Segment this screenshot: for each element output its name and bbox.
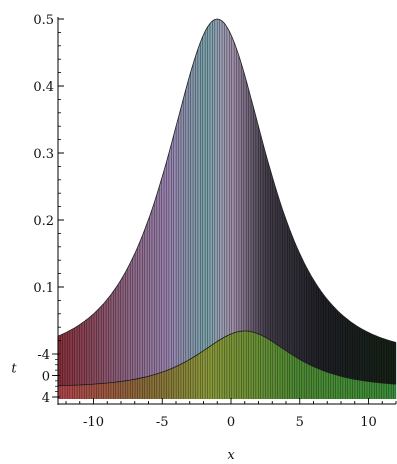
t-tick-label: -4 xyxy=(37,348,50,363)
x-axis-label: x xyxy=(227,448,235,463)
z-tick-label: 0.4 xyxy=(33,80,54,95)
t-tick-label: 0 xyxy=(42,370,50,385)
tick-labels: 0.1 0.2 0.3 0.4 0.5 -10 -5 0 5 10 x -4 0 4 t xyxy=(11,13,376,463)
z-tick-label: 0.5 xyxy=(33,13,54,28)
ridge-crest-back xyxy=(57,18,397,343)
z-tick-label: 0.3 xyxy=(33,147,54,162)
x-tick-label: 5 xyxy=(296,415,304,430)
surface-mesh xyxy=(57,18,397,399)
x-tick-label: 0 xyxy=(227,415,235,430)
x-tick-label: -10 xyxy=(83,415,104,430)
x-tick-label: 10 xyxy=(360,415,377,430)
t-tick-label: 4 xyxy=(42,391,50,406)
t-axis-label: t xyxy=(11,361,17,376)
z-tick-label: 0.2 xyxy=(33,214,54,229)
z-tick-label: 0.1 xyxy=(33,281,54,296)
x-tick-label: -5 xyxy=(156,415,169,430)
ridge-crest-front xyxy=(57,330,397,387)
axes xyxy=(52,17,397,405)
